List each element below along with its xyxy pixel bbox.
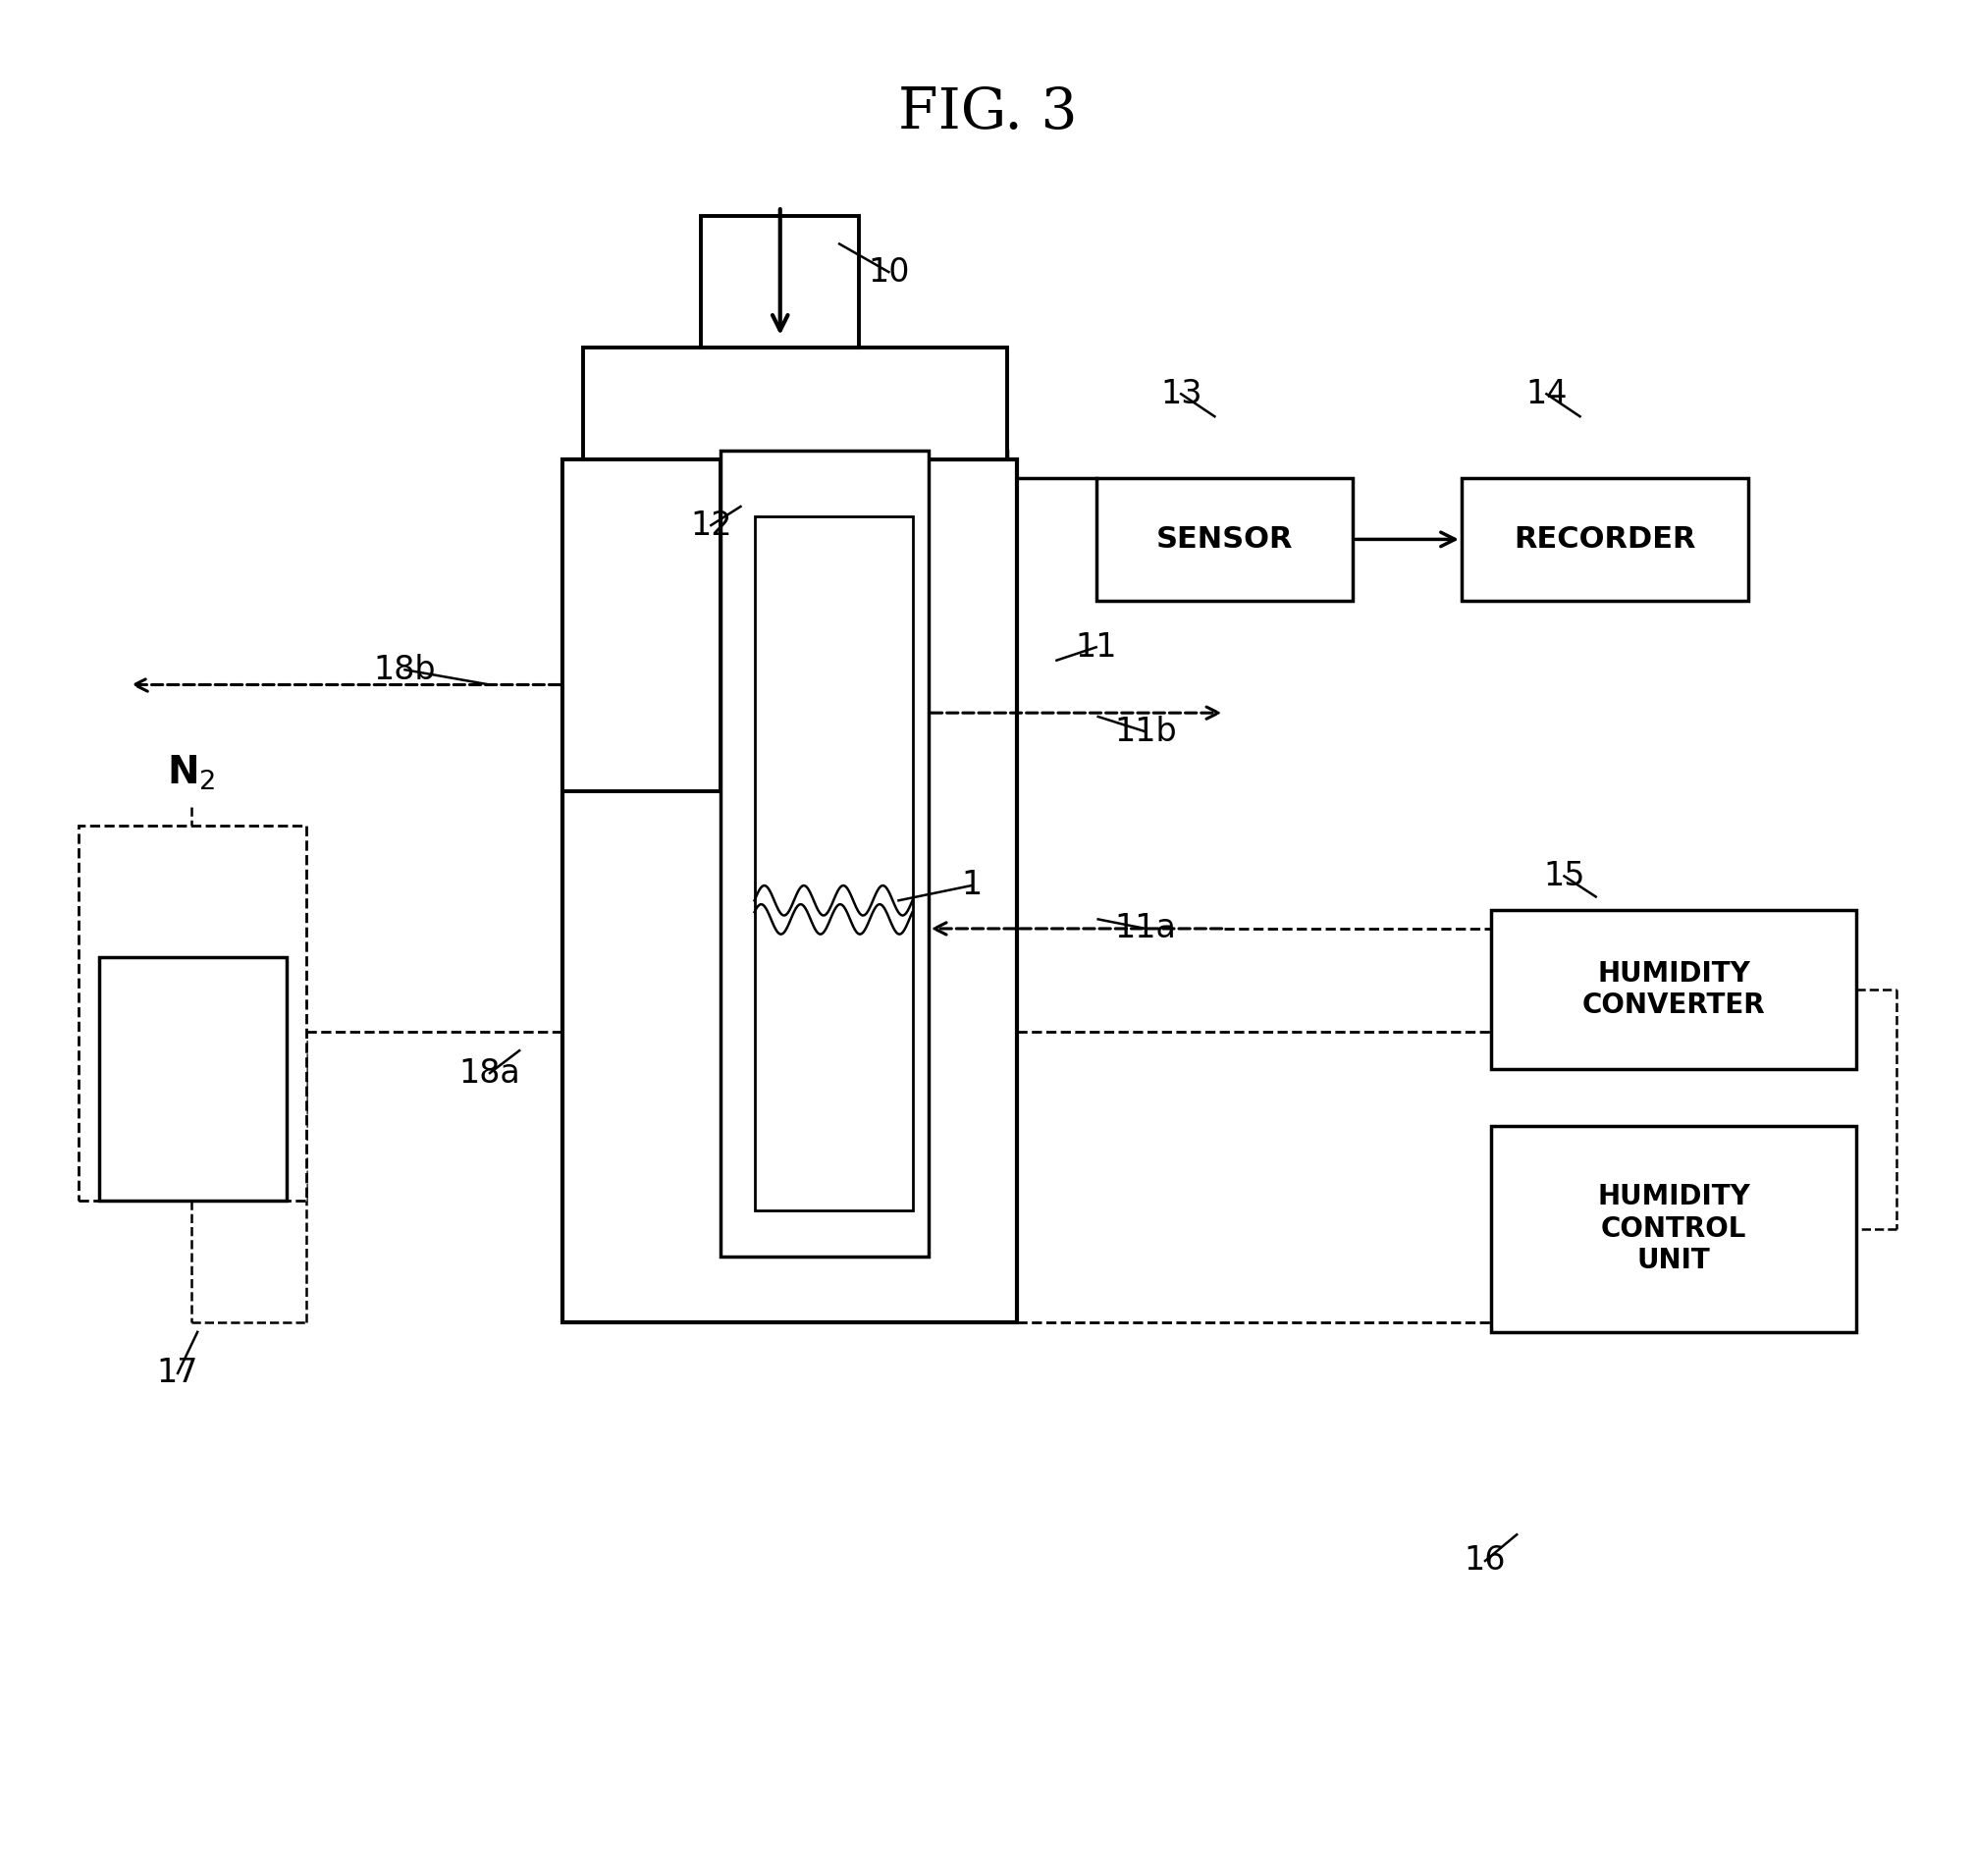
Text: N$_2$: N$_2$ <box>168 754 215 792</box>
Text: HUMIDITY
CONVERTER: HUMIDITY CONVERTER <box>1582 961 1766 1019</box>
Text: 11a: 11a <box>1114 912 1177 946</box>
Text: 1: 1 <box>962 869 982 902</box>
Text: 17: 17 <box>156 1356 199 1390</box>
Bar <box>1491 1126 1856 1332</box>
Bar <box>721 450 928 1257</box>
Bar <box>1462 478 1748 600</box>
Text: 14: 14 <box>1525 377 1568 411</box>
Text: RECORDER: RECORDER <box>1513 525 1697 553</box>
Text: 18a: 18a <box>458 1056 521 1090</box>
Text: SENSOR: SENSOR <box>1155 525 1294 553</box>
Text: HUMIDITY
CONTROL
UNIT: HUMIDITY CONTROL UNIT <box>1598 1184 1750 1274</box>
Text: 11b: 11b <box>1114 715 1177 749</box>
Bar <box>754 516 912 1210</box>
Bar <box>563 460 721 792</box>
Text: 11: 11 <box>1074 630 1118 664</box>
Text: 10: 10 <box>867 255 910 289</box>
Bar <box>79 825 306 1201</box>
Bar <box>1491 910 1856 1069</box>
Text: 13: 13 <box>1159 377 1203 411</box>
Text: 18b: 18b <box>373 653 436 687</box>
Bar <box>99 957 286 1201</box>
Bar <box>583 347 1007 460</box>
Text: 15: 15 <box>1542 859 1586 893</box>
Bar <box>563 460 1017 1323</box>
Text: 16: 16 <box>1463 1544 1507 1578</box>
Bar <box>1096 478 1353 600</box>
Bar <box>701 216 859 347</box>
Text: FIG. 3: FIG. 3 <box>899 84 1076 141</box>
Text: 12: 12 <box>689 508 733 542</box>
